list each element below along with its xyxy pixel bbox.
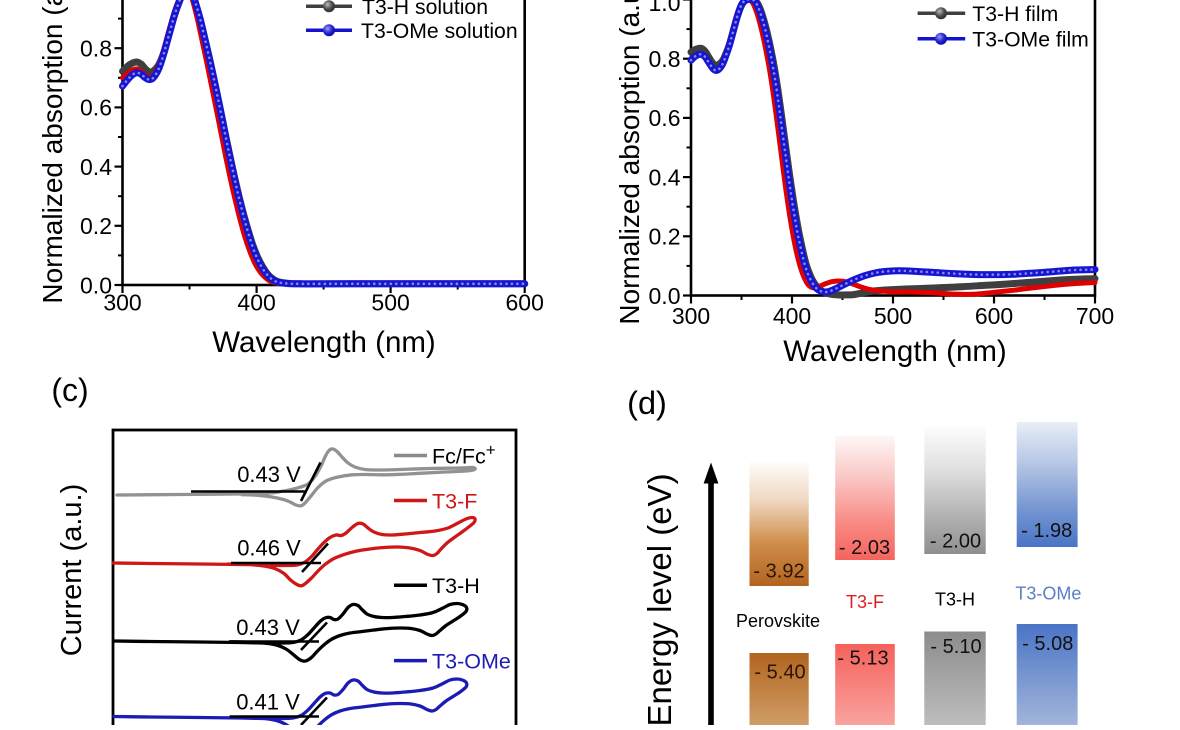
svg-text:- 2.00: - 2.00 [930,531,981,553]
svg-text:0.2: 0.2 [80,213,112,239]
svg-text:0.6: 0.6 [80,95,112,121]
svg-text:T3-F: T3-F [846,592,884,612]
svg-text:Fc/Fc+: Fc/Fc+ [432,441,496,469]
svg-text:0.41 V: 0.41 V [236,689,300,714]
svg-text:- 1.98: - 1.98 [1021,520,1072,542]
svg-text:0.4: 0.4 [649,164,681,190]
svg-text:0.4: 0.4 [80,154,112,180]
svg-text:600: 600 [975,303,1013,329]
svg-text:0.43 V: 0.43 V [236,615,300,640]
svg-text:- 3.92: - 3.92 [753,561,804,583]
svg-text:T3-H: T3-H [432,574,480,598]
svg-text:- 2.03: - 2.03 [839,537,890,559]
svg-text:0.46 V: 0.46 V [237,535,301,560]
svg-text:400: 400 [773,303,811,329]
svg-text:Perovskite: Perovskite [736,611,820,631]
svg-text:Wavelength (nm): Wavelength (nm) [212,326,436,359]
svg-text:- 5.10: - 5.10 [930,636,981,658]
svg-text:0.0: 0.0 [649,283,681,309]
svg-text:Energy level (eV): Energy level (eV) [641,473,678,725]
svg-text:(c): (c) [51,372,88,408]
svg-text:T3-F: T3-F [432,490,477,514]
svg-text:T3-OMe: T3-OMe [432,650,511,674]
svg-text:- 5.40: - 5.40 [754,662,805,684]
svg-text:T3-OMe film: T3-OMe film [972,28,1089,51]
svg-text:500: 500 [371,290,409,316]
svg-text:0.6: 0.6 [649,105,681,131]
svg-text:T3-OMe: T3-OMe [1015,583,1081,603]
svg-text:0.43 V: 0.43 V [237,462,301,487]
svg-text:T3-H film: T3-H film [972,3,1058,26]
svg-text:1.0: 1.0 [649,0,681,16]
svg-text:- 5.08: - 5.08 [1022,633,1073,655]
svg-text:500: 500 [874,303,912,329]
svg-text:Normalized absorption (a.u.): Normalized absorption (a.u.) [614,0,645,325]
svg-text:0.8: 0.8 [80,36,112,62]
svg-text:T3-OMe solution: T3-OMe solution [361,20,518,43]
svg-text:Current (a.u.): Current (a.u.) [56,484,88,656]
svg-text:0.8: 0.8 [649,46,681,72]
svg-text:Wavelength (nm): Wavelength (nm) [783,335,1007,368]
svg-text:- 5.13: - 5.13 [837,648,888,670]
svg-text:(d): (d) [627,385,667,421]
svg-text:300: 300 [103,290,141,316]
svg-text:0.2: 0.2 [649,224,681,250]
svg-text:300: 300 [672,303,710,329]
svg-text:700: 700 [1076,303,1114,329]
svg-text:400: 400 [237,290,275,316]
svg-text:600: 600 [506,290,544,316]
svg-text:Normalized absorption (a.u.): Normalized absorption (a.u.) [37,0,68,304]
svg-text:T3-H solution: T3-H solution [362,0,488,19]
svg-text:T3-H: T3-H [935,590,975,610]
svg-text:0.0: 0.0 [80,272,112,298]
